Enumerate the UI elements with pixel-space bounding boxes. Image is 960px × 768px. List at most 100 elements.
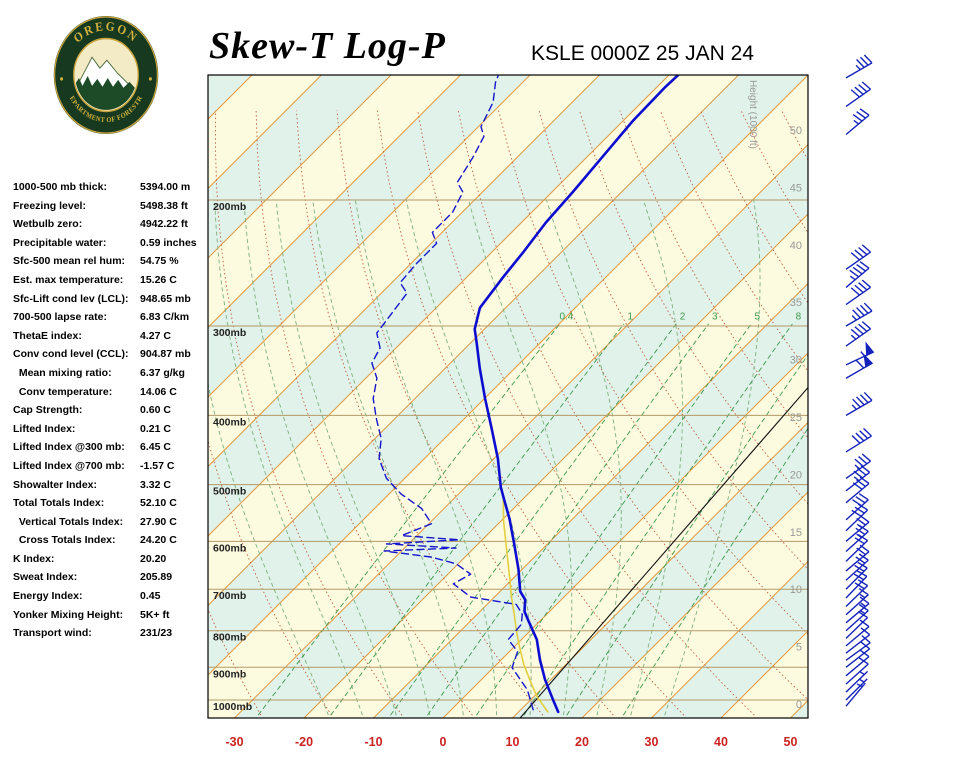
logo-scene xyxy=(75,40,137,110)
plot-border xyxy=(207,74,809,719)
stat-row: Total Totals Index: 52.10 C xyxy=(13,497,213,516)
pressure-label: 800mb xyxy=(213,632,246,644)
height-tick: 30 xyxy=(790,355,802,367)
stat-row: Energy Index: 0.45 xyxy=(13,590,213,609)
stat-value: 4942.22 ft xyxy=(140,218,188,231)
height-tick: 35 xyxy=(790,297,802,309)
height-tick: 45 xyxy=(790,182,802,194)
stat-row: Mean mixing ratio: 6.37 g/kg xyxy=(13,367,213,386)
reference-line xyxy=(519,386,808,718)
stat-row: ThetaE index: 4.27 C xyxy=(13,330,213,349)
stat-value: 0.59 inches xyxy=(140,236,197,249)
pressure-label: 300mb xyxy=(213,327,246,339)
temp-axis-tick: 0 xyxy=(440,735,447,749)
height-tick: 10 xyxy=(790,584,802,596)
stat-label: 1000-500 mb thick: xyxy=(13,181,107,193)
mixing-ratio-label: 8 xyxy=(796,311,802,322)
stat-row: Sfc-Lift cond lev (LCL): 948.65 mb xyxy=(13,293,213,312)
stat-label: Conv temperature: xyxy=(13,385,113,398)
stat-value: 5498.38 ft xyxy=(140,199,188,212)
stat-row: Lifted Index @700 mb: -1.57 C xyxy=(13,460,213,479)
pressure-label: 600mb xyxy=(213,542,246,554)
logo-star-left xyxy=(60,77,64,81)
temp-axis-tick: 10 xyxy=(506,735,520,749)
stat-value: 54.75 % xyxy=(140,255,179,268)
stat-value: 948.65 mb xyxy=(140,292,191,305)
stat-row: Freezing level: 5498.38 ft xyxy=(13,200,213,219)
stats-panel: 1000-500 mb thick: 5394.00 m Freezing leve… xyxy=(13,181,213,646)
parcel-curve xyxy=(502,498,549,713)
height-tick: 40 xyxy=(790,240,802,252)
pressure-label: 400mb xyxy=(213,416,246,428)
stat-row: Est. max temperature: 15.26 C xyxy=(13,274,213,293)
stat-row: Conv temperature: 14.06 C xyxy=(13,386,213,405)
stat-row: Cross Totals Index: 24.20 C xyxy=(13,534,213,553)
stat-value: 4.27 C xyxy=(140,329,171,342)
stat-label: Freezing level: xyxy=(13,199,86,212)
height-tick: 50 xyxy=(790,125,802,137)
logo-star-right xyxy=(148,77,152,81)
pressure-label: 900mb xyxy=(213,668,246,680)
pressure-label: 500mb xyxy=(213,486,246,498)
stat-label: Wetbulb zero: xyxy=(13,218,83,231)
stat-value: 6.83 C/km xyxy=(140,311,190,324)
stat-value: 0.45 xyxy=(140,590,161,603)
stat-label: Sweat Index: xyxy=(13,571,78,584)
stat-value: 0.21 C xyxy=(140,422,171,435)
height-axis-label: Height (1000 ft) xyxy=(747,80,758,149)
stat-label: Total Totals Index: xyxy=(13,497,105,510)
pressure-label: 700mb xyxy=(213,590,246,602)
stat-label: Precipitable water: xyxy=(13,236,107,249)
stat-row: Wetbulb zero: 4942.22 ft xyxy=(13,218,213,237)
stat-value: 5394.00 m xyxy=(140,181,191,193)
stat-label: Showalter Index: xyxy=(13,478,98,491)
stat-value: 5K+ ft xyxy=(140,608,170,621)
page-title: Skew-T Log-P xyxy=(209,25,446,67)
stat-value: 24.20 C xyxy=(140,534,177,547)
stat-row: Vertical Totals Index: 27.90 C xyxy=(13,516,213,535)
stat-value: 205.89 xyxy=(140,571,173,584)
height-tick: 0 xyxy=(796,699,802,711)
mixing-ratio-label: 0.4 xyxy=(559,311,573,322)
stat-value: 0.60 C xyxy=(140,404,171,417)
stat-label: ThetaE index: xyxy=(13,329,82,342)
stat-row: Lifted Index: 0.21 C xyxy=(13,423,213,442)
stat-value: 3.32 C xyxy=(140,478,171,491)
stat-row: K Index: 20.20 xyxy=(13,553,213,572)
height-tick: 5 xyxy=(796,642,802,654)
stat-label: Lifted Index @700 mb: xyxy=(13,459,125,472)
stat-label: K Index: xyxy=(13,552,55,565)
stat-row: 700-500 lapse rate: 6.83 C/km xyxy=(13,311,213,330)
stat-row: Lifted Index @300 mb: 6.45 C xyxy=(13,441,213,460)
stat-label: Sfc-500 mean rel hum: xyxy=(13,255,126,268)
stat-label: Energy Index: xyxy=(13,590,83,603)
stat-label: Cap Strength: xyxy=(13,404,83,417)
stat-label: Est. max temperature: xyxy=(13,273,124,286)
temp-axis-tick: -30 xyxy=(225,735,243,749)
mixing-ratio-label: 5 xyxy=(755,311,761,322)
stat-row: Sweat Index: 205.89 xyxy=(13,571,213,590)
stat-label: Yonker Mixing Height: xyxy=(13,608,124,621)
stat-label: Lifted Index @300 mb: xyxy=(13,441,125,454)
stat-label: 700-500 lapse rate: xyxy=(13,311,107,324)
pressure-label: 200mb xyxy=(213,201,246,213)
stat-label: Conv cond level (CCL): xyxy=(13,348,129,361)
stat-row: Precipitable water: 0.59 inches xyxy=(13,237,213,256)
plot-area xyxy=(208,75,808,718)
temp-axis-tick: 40 xyxy=(714,735,728,749)
stat-label: Vertical Totals Index: xyxy=(13,515,124,528)
stat-label: Lifted Index: xyxy=(13,422,76,435)
stat-row: Cap Strength: 0.60 C xyxy=(13,404,213,423)
temp-axis-tick: 30 xyxy=(645,735,659,749)
stat-value: 20.20 xyxy=(140,552,167,565)
stat-row: Sfc-500 mean rel hum: 54.75 % xyxy=(13,255,213,274)
dewpoint-curve xyxy=(371,75,534,711)
mixing-ratio-label: 2 xyxy=(680,311,686,322)
height-tick: 15 xyxy=(790,527,802,539)
station-datetime: KSLE 0000Z 25 JAN 24 xyxy=(531,42,754,65)
stat-value: 14.06 C xyxy=(140,385,177,398)
odf-logo: OREGON DEPARTMENT OF FORESTRY xyxy=(53,15,159,135)
mixing-ratio-label: 1 xyxy=(628,311,634,322)
temp-axis-tick: -10 xyxy=(364,735,382,749)
